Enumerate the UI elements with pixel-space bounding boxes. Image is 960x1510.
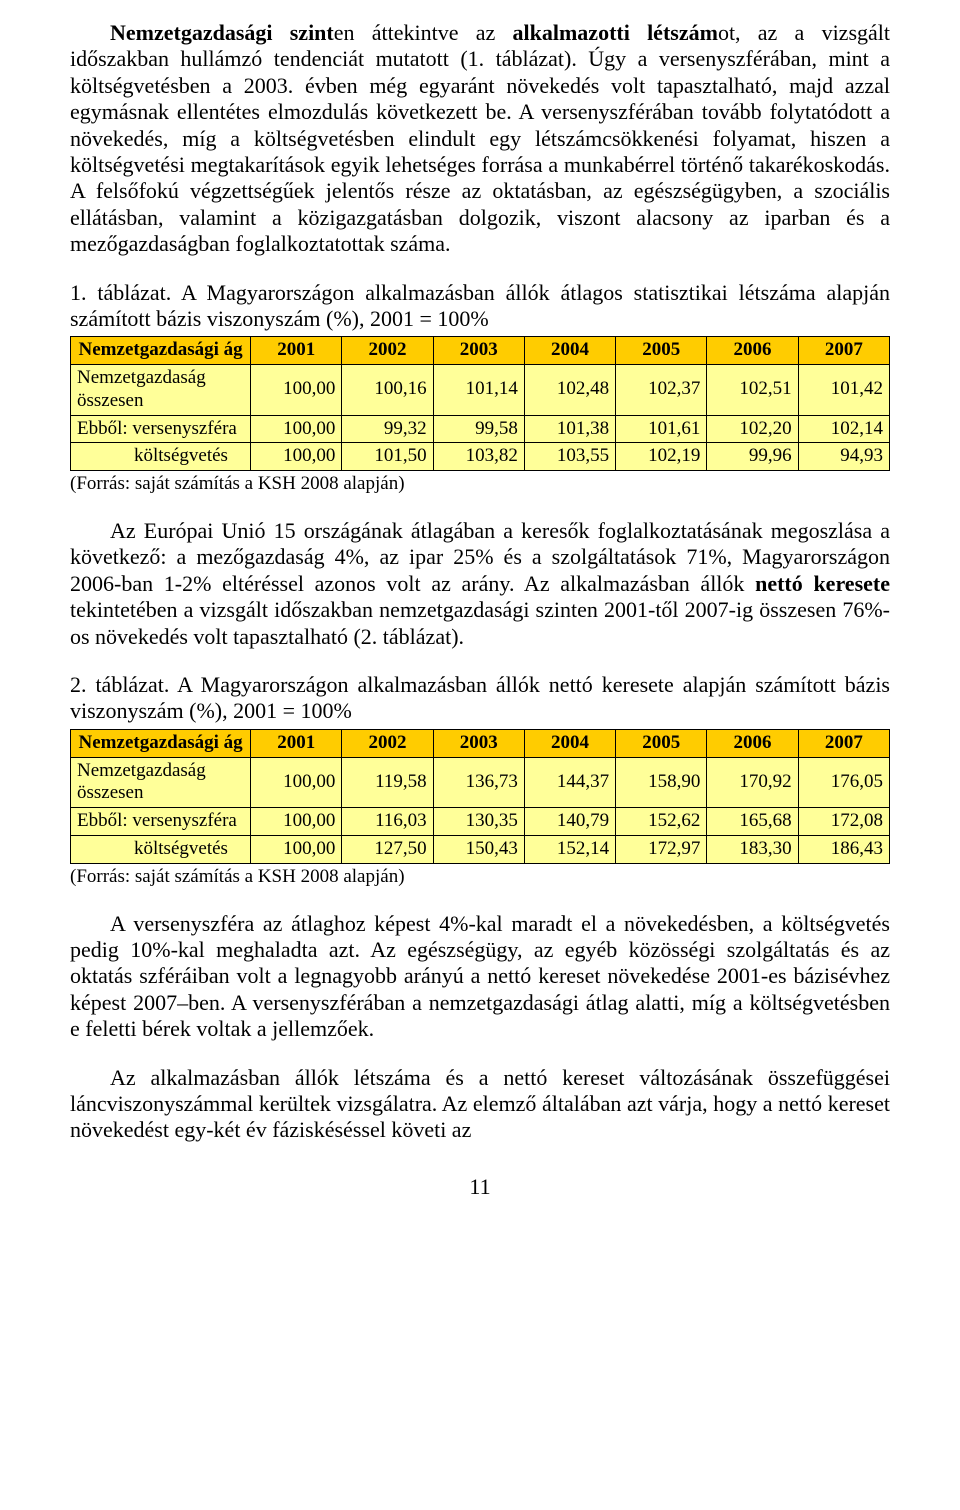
t2-r0c5: 158,90 [616,757,707,808]
t1-h4: 2004 [524,337,615,365]
t1-r1c2: 99,32 [342,415,433,443]
table2-caption: 2. táblázat. A Magyarországon alkalmazás… [70,672,890,725]
paragraph-4: Az alkalmazásban állók létszáma és a net… [70,1065,890,1144]
t2-r2c1: 100,00 [251,836,342,864]
table1-source: (Forrás: saját számítás a KSH 2008 alapj… [70,473,890,496]
t1-r0c6: 102,51 [707,365,798,416]
t1-r1c6: 102,20 [707,415,798,443]
t2-h2: 2002 [342,729,433,757]
t2-r1c7: 172,08 [798,808,889,836]
t1-r1c0: Ebből: versenyszféra [71,415,251,443]
t2-r0c4: 144,37 [524,757,615,808]
page-number: 11 [70,1174,890,1200]
t1-r2c5: 102,19 [616,443,707,471]
t1-r0c3: 101,14 [433,365,524,416]
t1-r0c7: 101,42 [798,365,889,416]
paragraph-1: Nemzetgazdasági szinten áttekintve az al… [70,20,890,258]
t2-h1: 2001 [251,729,342,757]
t2-h5: 2005 [616,729,707,757]
t2-h4: 2004 [524,729,615,757]
t1-h3: 2003 [433,337,524,365]
t1-h1: 2001 [251,337,342,365]
t1-r2c3: 103,82 [433,443,524,471]
paragraph-3: A versenyszféra az átlaghoz képest 4%-ka… [70,911,890,1043]
t1-r2c7: 94,93 [798,443,889,471]
t1-r0c2: 100,16 [342,365,433,416]
t1-h6: 2006 [707,337,798,365]
t1-r1c7: 102,14 [798,415,889,443]
t2-h0: Nemzetgazdasági ág [71,729,251,757]
t1-r0c5: 102,37 [616,365,707,416]
t2-h3: 2003 [433,729,524,757]
t2-h6: 2006 [707,729,798,757]
t2-r2c3: 150,43 [433,836,524,864]
t2-r0c0: Nemzetgazdaság összesen [71,757,251,808]
t1-r0c0: Nemzetgazdaság összesen [71,365,251,416]
t2-r2c6: 183,30 [707,836,798,864]
t2-r1c0: Ebből: versenyszféra [71,808,251,836]
t1-r1c5: 101,61 [616,415,707,443]
t2-r0c6: 170,92 [707,757,798,808]
t1-r2c2: 101,50 [342,443,433,471]
t2-r0c3: 136,73 [433,757,524,808]
t2-r1c1: 100,00 [251,808,342,836]
t2-r0c1: 100,00 [251,757,342,808]
t1-h2: 2002 [342,337,433,365]
t2-r1c6: 165,68 [707,808,798,836]
t1-h7: 2007 [798,337,889,365]
t1-h0: Nemzetgazdasági ág [71,337,251,365]
table-row: költségvetés 100,00 127,50 150,43 152,14… [71,836,890,864]
table1-caption: 1. táblázat. A Magyarországon alkalmazás… [70,280,890,333]
t1-h5: 2005 [616,337,707,365]
t2-r2c2: 127,50 [342,836,433,864]
t1-r0c1: 100,00 [251,365,342,416]
table-row: Nemzetgazdaság összesen 100,00 119,58 13… [71,757,890,808]
table-row: költségvetés 100,00 101,50 103,82 103,55… [71,443,890,471]
t2-r1c5: 152,62 [616,808,707,836]
paragraph-2: Az Európai Unió 15 országának átlagában … [70,518,890,650]
table-1: Nemzetgazdasági ág 2001 2002 2003 2004 2… [70,336,890,471]
table2-source: (Forrás: saját számítás a KSH 2008 alapj… [70,866,890,889]
t1-r1c1: 100,00 [251,415,342,443]
table-row: Ebből: versenyszféra 100,00 116,03 130,3… [71,808,890,836]
t1-r2c6: 99,96 [707,443,798,471]
t2-r0c7: 176,05 [798,757,889,808]
t1-r2c4: 103,55 [524,443,615,471]
table-row: Ebből: versenyszféra 100,00 99,32 99,58 … [71,415,890,443]
t1-r1c4: 101,38 [524,415,615,443]
table-row: Nemzetgazdaság összesen 100,00 100,16 10… [71,365,890,416]
t2-r0c2: 119,58 [342,757,433,808]
t1-r2c1: 100,00 [251,443,342,471]
t2-r2c7: 186,43 [798,836,889,864]
t2-r1c4: 140,79 [524,808,615,836]
t1-r0c4: 102,48 [524,365,615,416]
t2-r1c3: 130,35 [433,808,524,836]
t1-r2c0: költségvetés [71,443,251,471]
t2-r2c4: 152,14 [524,836,615,864]
t2-h7: 2007 [798,729,889,757]
t2-r2c5: 172,97 [616,836,707,864]
t1-r1c3: 99,58 [433,415,524,443]
t2-r2c0: költségvetés [71,836,251,864]
t2-r1c2: 116,03 [342,808,433,836]
table-2: Nemzetgazdasági ág 2001 2002 2003 2004 2… [70,729,890,864]
